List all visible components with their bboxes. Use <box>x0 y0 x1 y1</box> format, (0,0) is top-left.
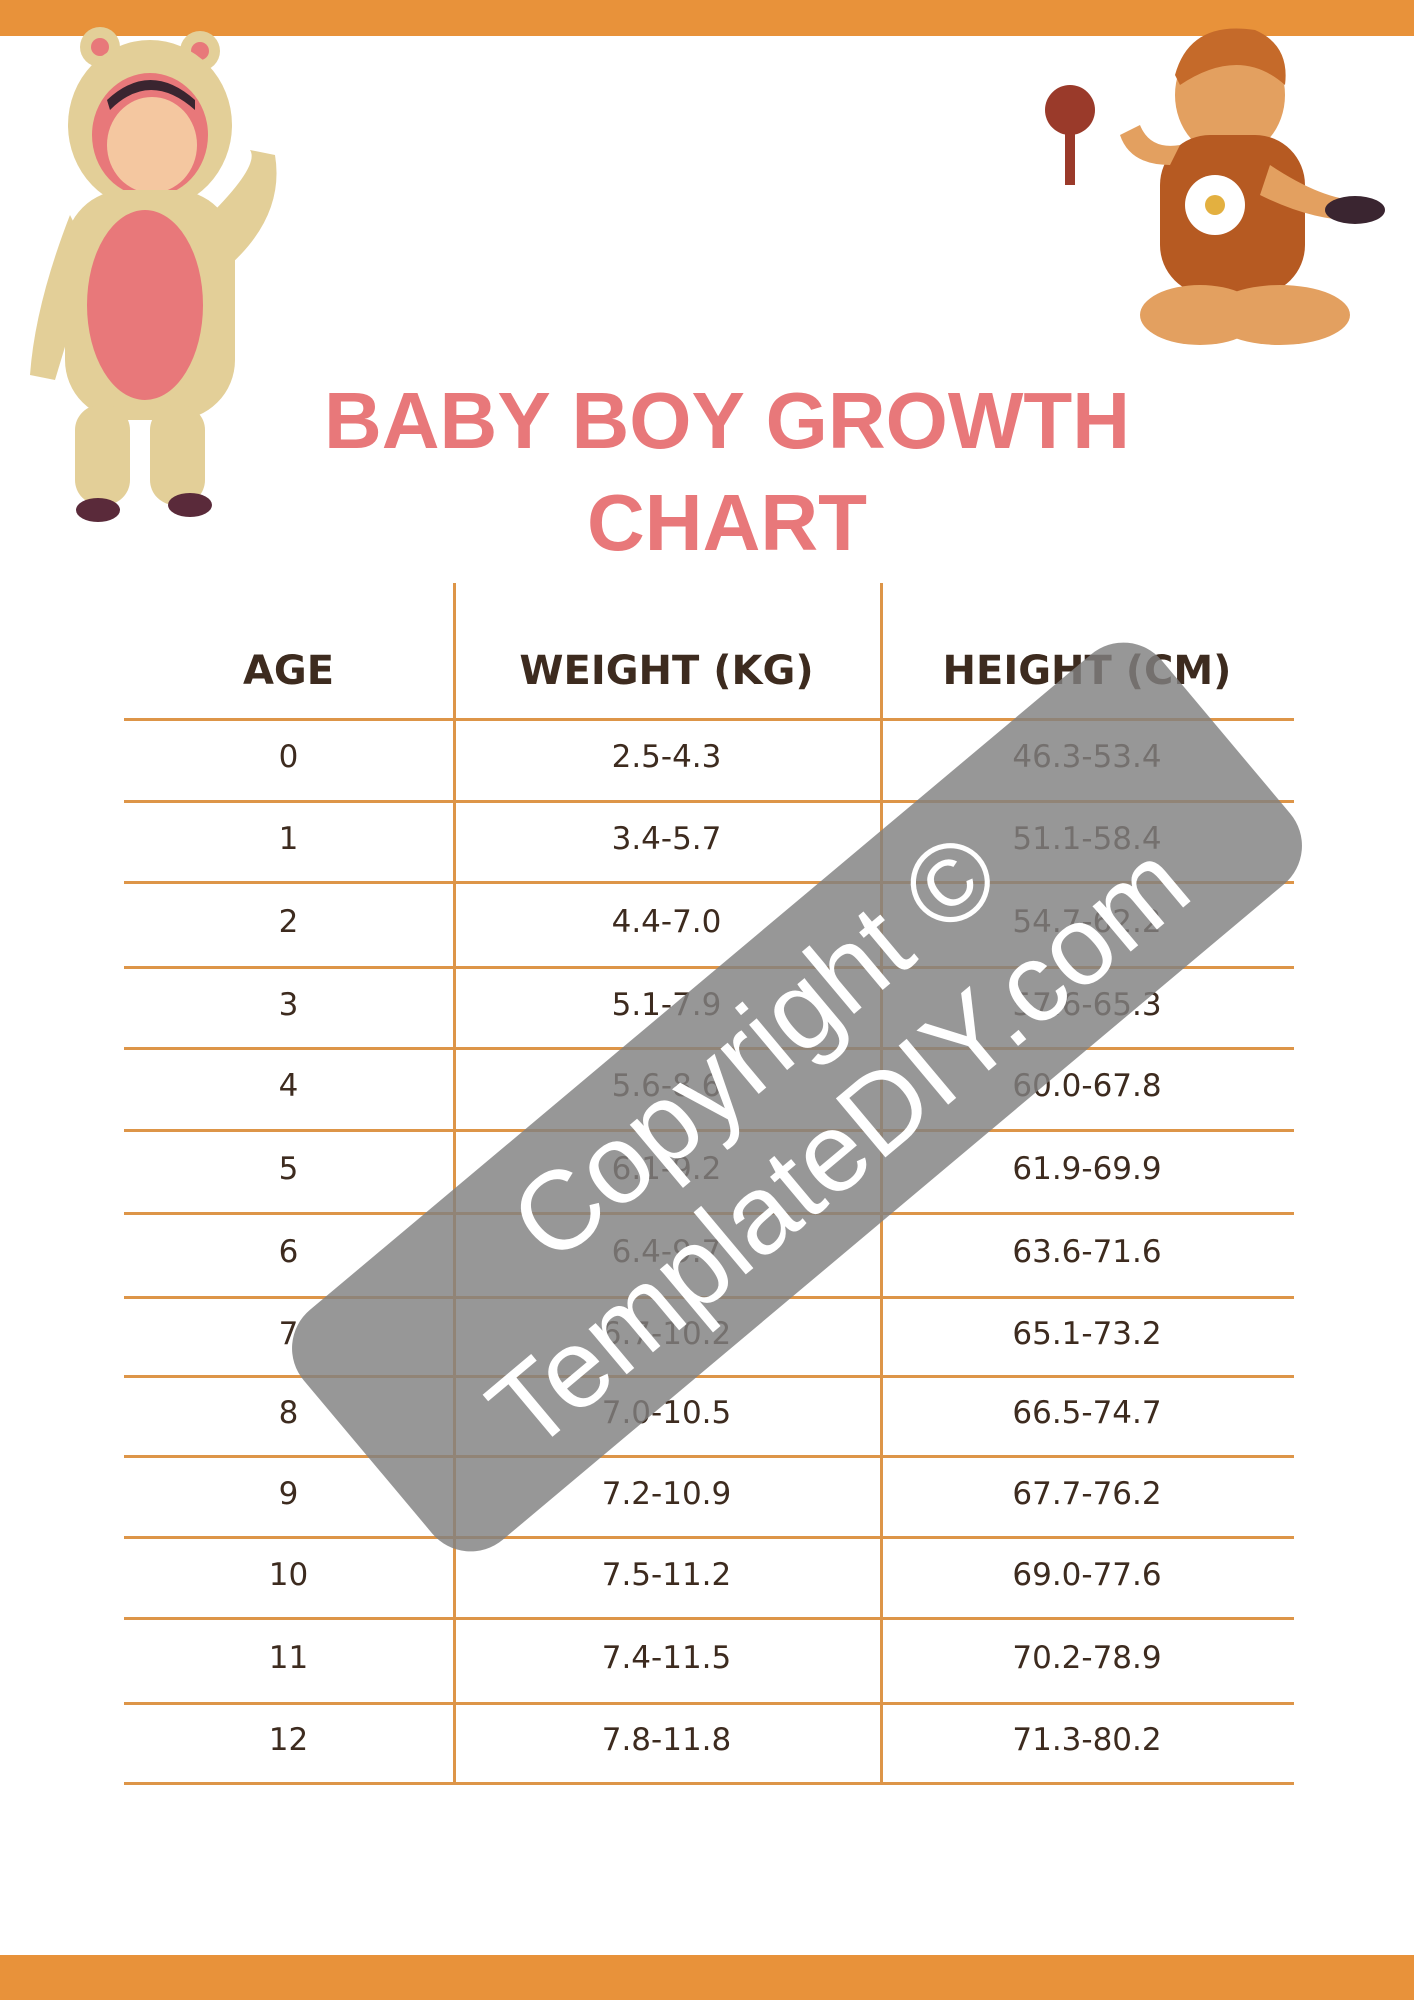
bottom-bar <box>0 1955 1414 2000</box>
row-divider <box>124 1617 1294 1620</box>
range-cell: 65.1-73.2 <box>1012 1315 1162 1352</box>
row-divider <box>124 1536 1294 1539</box>
range-cell: 7.5-11.2 <box>601 1556 732 1593</box>
range-cell: 61.9-69.9 <box>1012 1150 1162 1187</box>
age-cell: 5 <box>278 1150 299 1187</box>
column-divider <box>453 583 456 1782</box>
range-cell: 7.4-11.5 <box>601 1639 732 1676</box>
age-cell: 0 <box>278 739 299 775</box>
range-cell: 7.8-11.8 <box>601 1722 732 1758</box>
top-bar <box>0 0 1414 36</box>
range-cell: 67.7-76.2 <box>1012 1475 1162 1512</box>
row-divider <box>124 966 1294 969</box>
age-cell: 6 <box>278 1234 299 1270</box>
row-divider <box>124 1782 1294 1785</box>
range-cell: 69.0-77.6 <box>1012 1556 1162 1593</box>
row-divider <box>124 718 1294 721</box>
row-divider <box>124 1702 1294 1705</box>
column-header: WEIGHT (KG) <box>519 648 814 694</box>
range-cell: 71.3-80.2 <box>1012 1722 1162 1758</box>
age-cell: 9 <box>278 1475 299 1512</box>
age-cell: 2 <box>278 903 299 940</box>
range-cell: 63.6-71.6 <box>1012 1234 1162 1270</box>
row-divider <box>124 881 1294 884</box>
column-header: AGE <box>242 648 335 694</box>
age-cell: 3 <box>278 986 299 1023</box>
age-cell: 1 <box>278 820 299 857</box>
row-divider <box>124 800 1294 803</box>
age-cell: 8 <box>278 1395 299 1431</box>
age-cell: 10 <box>268 1556 309 1593</box>
age-cell: 11 <box>268 1639 309 1676</box>
range-cell: 4.4-7.0 <box>611 903 722 940</box>
range-cell: 2.5-4.3 <box>611 739 722 775</box>
row-divider <box>124 1455 1294 1458</box>
range-cell: 3.4-5.7 <box>611 820 722 857</box>
range-cell: 7.2-10.9 <box>601 1475 732 1512</box>
age-cell: 4 <box>278 1068 299 1104</box>
sitting-baby-illustration <box>1045 28 1385 345</box>
age-cell: 12 <box>268 1722 309 1758</box>
bear-suit-baby-illustration <box>30 27 277 522</box>
row-divider <box>124 1375 1294 1378</box>
range-cell: 66.5-74.7 <box>1012 1395 1162 1431</box>
range-cell: 70.2-78.9 <box>1012 1639 1162 1676</box>
title: BABY BOY GROWTH CHART <box>324 376 1130 567</box>
